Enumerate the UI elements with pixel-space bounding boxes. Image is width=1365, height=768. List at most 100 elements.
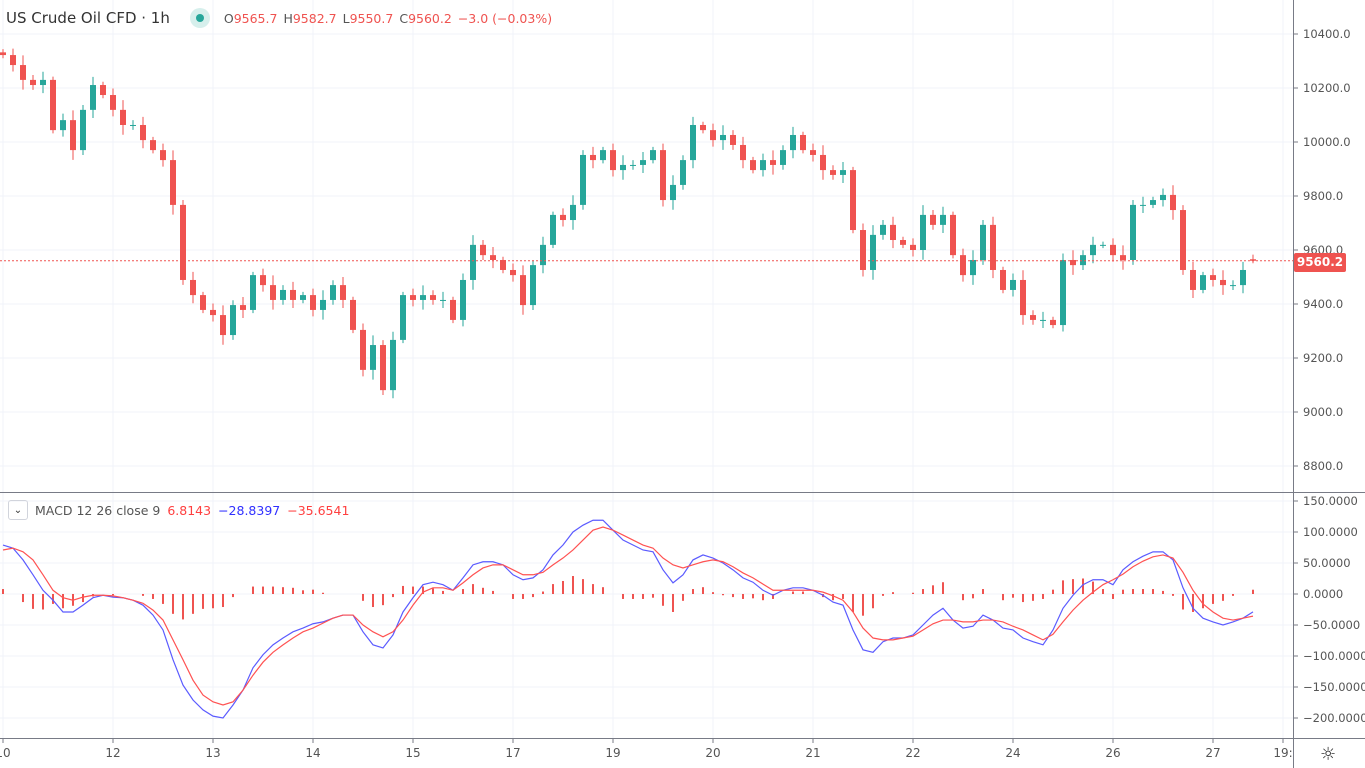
candle-body [20,65,26,80]
last-price-label: 9560.2 [1294,253,1346,272]
price-tick-label: 9800.0 [1303,189,1343,203]
candle-body [510,269,516,276]
market-status-icon [189,8,210,28]
candle-body [690,124,696,161]
candle-body [740,144,746,161]
candle-body [840,170,846,175]
time-tick-label: 19: [1273,746,1292,760]
candle-body [260,275,266,286]
candle-body [1150,200,1156,205]
candle-body [660,150,666,201]
candle-body [1100,244,1106,246]
settings-gear-icon[interactable]: ☼ [1320,744,1337,765]
candle-body [450,299,456,320]
candle-body [1160,194,1166,201]
candle-body [900,240,906,245]
time-tick-label: 26 [1105,746,1120,760]
candle-body [150,140,156,151]
candle-body [380,345,386,391]
macd-tick-label: 100.0000 [1303,525,1358,539]
candle-body [890,224,896,241]
candle-body [210,309,216,316]
candle-body [1220,279,1226,286]
candle-body [1190,269,1196,290]
candles [0,48,1256,399]
open-value: O9565.7 [223,10,278,26]
macd-line-value: −28.8397 [218,502,281,518]
time-tick-label: 27 [1205,746,1220,760]
candle-body [30,79,36,86]
time-tick-label: 22 [905,746,920,760]
low-value: L9550.7 [342,10,394,26]
candle-body [10,55,16,66]
candle-body [240,305,246,310]
candle-body [1080,255,1086,266]
candle-body [770,160,776,165]
macd-tick-label: 150.0000 [1303,494,1358,508]
macd-tick-label: −100.0000 [1303,649,1365,663]
candle-body [590,154,596,161]
candle-body [110,95,116,110]
time-tick-label: 15 [405,746,420,760]
candle-body [180,204,186,280]
candle-body [810,150,816,155]
candle-body [300,295,306,300]
candle-body [970,259,976,276]
symbol-title[interactable]: US Crude Oil CFD · 1h [6,9,170,27]
candle-body [350,299,356,330]
candle-body [920,214,926,250]
candle-body [520,275,526,306]
candle-body [500,259,506,270]
macd-tick-label: −200.0000 [1303,711,1365,725]
chevron-down-icon[interactable]: ⌄ [8,500,28,520]
candle-body [40,79,46,86]
candle-body [1090,244,1096,256]
macd-tick-label: −50.0000 [1303,618,1360,632]
candle-body [750,160,756,171]
candle-body [140,124,146,141]
price-tick-label: 9400.0 [1303,297,1343,311]
candle-body [370,345,376,370]
change-value: −3.0 (−0.03%) [457,10,553,26]
close-value: C9560.2 [399,10,452,26]
candle-body [0,52,6,56]
price-tick-label: 9000.0 [1303,405,1343,419]
candle-body [50,79,56,131]
candle-body [1040,319,1046,321]
candle-body [540,244,546,266]
candle-body [330,285,336,300]
candle-body [90,85,96,110]
candle-body [320,299,326,310]
candle-body [360,329,366,370]
candle-body [160,150,166,161]
price-tick-label: 8800.0 [1303,459,1343,473]
candle-body [1060,259,1066,326]
candle-body [1180,210,1186,270]
candle-body [760,160,766,171]
macd-title[interactable]: MACD 12 26 close 9 [35,502,161,518]
candle-body [1110,244,1116,256]
candle-body [570,204,576,221]
candle-body [640,160,646,165]
price-tick-label: 10400.0 [1303,27,1351,41]
candle-body [580,154,586,205]
candle-body [1200,275,1206,290]
candle-body [1140,204,1146,206]
candle-body [940,214,946,225]
macd-histogram-value: 6.8143 [167,502,212,518]
time-tick-label: 10 [0,746,11,760]
candle-body [390,339,396,391]
candle-body [870,234,876,270]
candle-body [980,224,986,260]
price-tick-label: 10000.0 [1303,135,1351,149]
candle-body [700,124,706,131]
candle-body [730,134,736,145]
candle-body [440,299,446,301]
candle-body [830,170,836,175]
candle-body [460,279,466,320]
candle-body [200,295,206,310]
candle-body [550,214,556,245]
candle-body [490,255,496,260]
candle-body [480,244,486,256]
